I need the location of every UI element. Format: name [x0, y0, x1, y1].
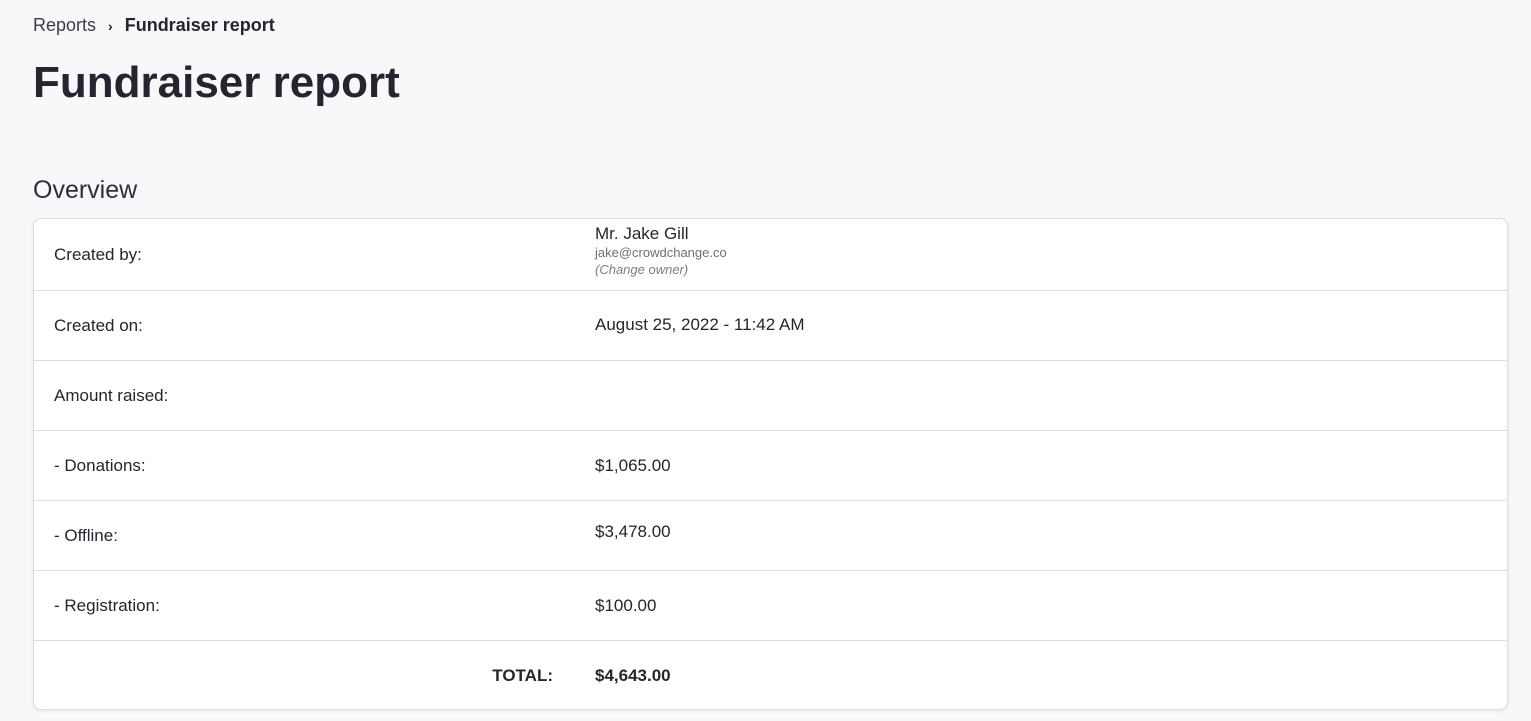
- section-title: Overview: [33, 176, 138, 204]
- breadcrumb-reports-link[interactable]: Reports: [33, 15, 97, 35]
- label: - Offline:: [54, 525, 118, 545]
- label: TOTAL:: [492, 666, 553, 685]
- row-created-on: Created on: August 25, 2022 - 11:42 AM: [34, 291, 1507, 361]
- value: August 25, 2022 - 11:42 AM: [595, 315, 805, 334]
- row-amount-raised: Amount raised:: [34, 361, 1507, 431]
- row-total: TOTAL: $4,643.00: [34, 641, 1507, 711]
- value: $100.00: [595, 595, 657, 615]
- owner-info: Mr. Jake Gill jake@crowdchange.co (Chang…: [595, 224, 727, 278]
- value: $1,065.00: [595, 455, 671, 475]
- label: Created on:: [54, 315, 143, 335]
- breadcrumb-current: Fundraiser report: [124, 15, 275, 35]
- owner-email: jake@crowdchange.co: [595, 244, 727, 260]
- label: Amount raised:: [54, 385, 169, 405]
- overview-card: Created by: Mr. Jake Gill jake@crowdchan…: [33, 218, 1508, 710]
- value: $3,478.00: [595, 522, 671, 541]
- row-registration: - Registration: $100.00: [34, 571, 1507, 641]
- row-offline: - Offline: $3,478.00: [34, 501, 1507, 571]
- owner-name: Mr. Jake Gill: [595, 224, 689, 243]
- row-created-by: Created by: Mr. Jake Gill jake@crowdchan…: [34, 219, 1507, 291]
- change-owner-link[interactable]: (Change owner): [595, 262, 689, 278]
- breadcrumb: Reports › Fundraiser report: [33, 15, 275, 36]
- label: - Registration:: [54, 595, 160, 615]
- label: Created by:: [54, 244, 142, 264]
- label: - Donations:: [54, 455, 146, 475]
- chevron-right-icon: ›: [108, 17, 113, 34]
- row-donations: - Donations: $1,065.00: [34, 431, 1507, 501]
- page-title: Fundraiser report: [33, 58, 400, 107]
- value: $4,643.00: [595, 666, 671, 685]
